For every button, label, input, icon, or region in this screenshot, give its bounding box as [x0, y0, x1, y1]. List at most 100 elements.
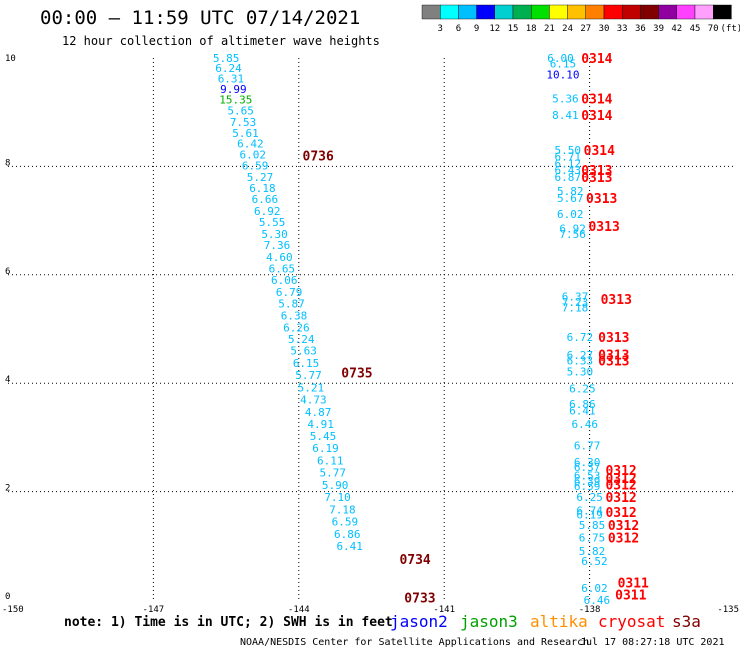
wave-height-point: 6.43 — [555, 164, 582, 177]
wave-height-point: 6.37 — [562, 290, 589, 303]
legend-entry-s3a: s3a — [672, 612, 701, 631]
legend-entry-jason3: jason3 — [460, 612, 518, 631]
pass-time-label: 0313 — [581, 171, 612, 186]
wave-height-point: 10.10 — [546, 68, 579, 81]
chart-subtitle: 12 hour collection of altimeter wave hei… — [62, 34, 380, 48]
wave-height-point: 7.56 — [559, 228, 586, 241]
legend-entry-jason2: jason2 — [390, 612, 448, 631]
wave-height-point: 6.86 — [334, 528, 361, 541]
pass-time-label: 0314 — [584, 144, 615, 159]
color-scale-swatch — [549, 4, 568, 20]
pass-time-label: 0312 — [605, 491, 636, 506]
wave-height-point: 6.75 — [579, 532, 606, 545]
color-scale-label: 45 — [690, 24, 701, 34]
wave-height-point: 4.60 — [266, 251, 293, 264]
wave-height-point: 5.65 — [227, 105, 254, 118]
wave-height-point: 6.39 — [574, 475, 601, 488]
wave-height-point: 6.77 — [574, 440, 601, 453]
wave-height-point: 6.66 — [252, 193, 279, 206]
color-scale-swatch — [713, 4, 732, 20]
x-tick-label: -144 — [288, 605, 310, 615]
color-scale-label: 36 — [635, 24, 646, 34]
wave-height-point: 6.52 — [581, 555, 608, 568]
x-tick-label: -150 — [2, 605, 24, 615]
color-scale-label: 42 — [671, 24, 682, 34]
color-scale-label: 3 — [437, 24, 442, 34]
pass-time-label: 0314 — [581, 109, 612, 124]
y-tick-label: 8 — [5, 158, 10, 168]
pass-time-label: 0312 — [608, 532, 639, 547]
legend-entry-cryosat: cryosat — [598, 612, 665, 631]
pass-time-label: 0314 — [581, 93, 612, 108]
wave-height-point: 5.27 — [247, 171, 274, 184]
wave-height-point: 5.50 — [555, 144, 582, 157]
wave-height-point: 7.23 — [562, 296, 589, 309]
wave-height-point: 6.38 — [281, 309, 308, 322]
wave-height-point: 5.45 — [310, 430, 337, 443]
color-scale-swatch — [658, 4, 677, 20]
wave-height-point: 6.59 — [332, 515, 359, 528]
wave-height-point: 7.36 — [264, 239, 291, 252]
wave-height-point: 5.24 — [288, 333, 315, 346]
wave-height-point: 6.15 — [550, 57, 577, 70]
pass-time-label: 0312 — [605, 506, 636, 521]
wave-height-point: 6.26 — [283, 321, 310, 334]
pass-time-label: 0736 — [303, 150, 334, 165]
wave-height-point: 6.02 — [581, 582, 608, 595]
wave-height-point: 5.67 — [557, 192, 584, 205]
wave-height-point: 6.30 — [574, 456, 601, 469]
chart-title: 00:00 – 11:59 UTC 07/14/2021 — [40, 7, 360, 29]
legend-entry-altika: altika — [530, 612, 588, 631]
wave-height-point: 7.18 — [562, 301, 589, 314]
wave-height-point: 6.02 — [240, 148, 267, 161]
wave-height-point: 5.21 — [298, 382, 325, 395]
pass-time-label: 0312 — [605, 472, 636, 487]
color-scale-swatch — [676, 4, 696, 20]
wave-height-point: 6.33 — [567, 354, 594, 367]
wave-height-point: 6.24 — [215, 62, 242, 75]
wave-height-point: 6.00 — [547, 52, 574, 65]
wave-height-point: 8.41 — [552, 109, 579, 122]
pass-time-labels: 0736073507340733031403140314031403130313… — [303, 52, 650, 606]
color-scale-label: 33 — [617, 24, 628, 34]
wave-height-point: 6.74 — [576, 505, 603, 518]
color-scale-swatch — [585, 4, 605, 20]
wave-height-point: 6.15 — [293, 357, 320, 370]
wave-height-point: 5.77 — [319, 467, 346, 480]
pass-time-label: 0312 — [605, 479, 636, 494]
color-scale-label: 18 — [526, 24, 537, 34]
wave-height-point: 6.37 — [574, 461, 601, 474]
color-scale-label: 27 — [580, 24, 591, 34]
x-tick-label: -135 — [717, 605, 739, 615]
wave-height-point: 5.87 — [278, 298, 305, 311]
color-scale-label: 9 — [474, 24, 479, 34]
y-tick-label: 6 — [5, 267, 10, 277]
wave-height-point: 5.90 — [322, 479, 349, 492]
y-tick-label: 4 — [5, 375, 10, 385]
color-scale-swatch — [512, 4, 532, 20]
wave-height-point: 6.92 — [559, 223, 586, 236]
wave-height-point: 6.59 — [242, 159, 269, 172]
pass-time-label: 0735 — [341, 366, 372, 381]
color-scale-swatch — [694, 4, 714, 20]
wave-height-point: 7.18 — [329, 503, 356, 516]
wave-height-point: 6.42 — [237, 138, 264, 151]
color-scale-swatch — [622, 4, 641, 20]
pass-time-label: 0313 — [588, 220, 619, 235]
wave-height-point: 6.19 — [576, 508, 603, 521]
pass-time-label: 0313 — [598, 348, 629, 363]
color-scale-label: 15 — [508, 24, 519, 34]
pass-time-label: 0312 — [605, 464, 636, 479]
wave-height-point: 5.77 — [295, 369, 322, 382]
color-scale-label: (ft) — [721, 24, 740, 34]
pass-time-label: 0313 — [598, 354, 629, 369]
pass-time-label: 0311 — [618, 577, 649, 592]
pass-time-label: 0314 — [581, 52, 612, 67]
wave-height-point: 6.18 — [249, 182, 276, 195]
pass-time-label: 0734 — [399, 553, 430, 568]
wave-height-point: 6.71 — [555, 151, 582, 164]
footer-credit: NOAA/NESDIS Center for Satellite Applica… — [240, 637, 589, 648]
x-tick-label: -138 — [579, 605, 601, 615]
pass-time-label: 0733 — [404, 591, 435, 606]
